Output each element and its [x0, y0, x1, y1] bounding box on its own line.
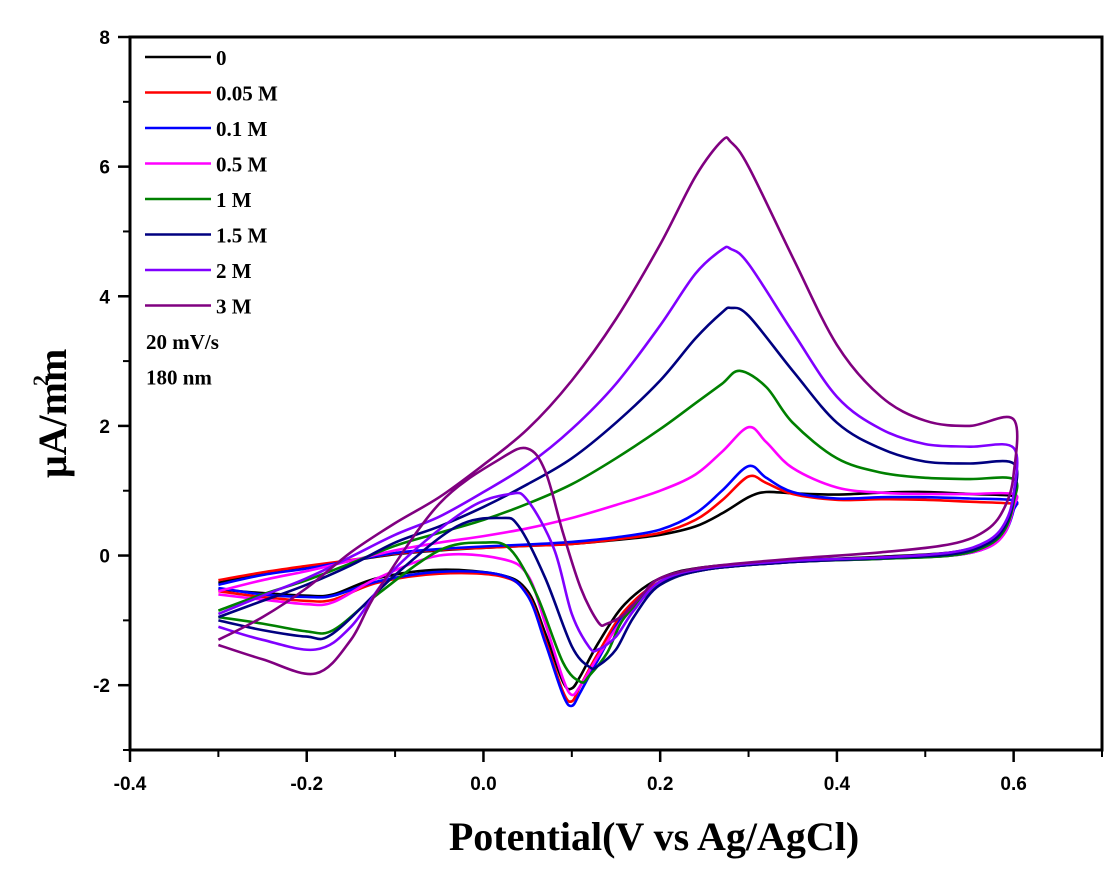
- y-tick-label: 4: [99, 287, 110, 308]
- y-tick-label: 6: [99, 158, 110, 179]
- x-tick-label: 0.6: [1000, 774, 1026, 795]
- series-line-0-1-m: [218, 464, 1019, 708]
- y-tick-label: 0: [99, 547, 110, 568]
- annotation-text: 20 mV/s: [146, 330, 219, 354]
- legend-label: 0.05 M: [216, 82, 278, 106]
- curves-layer: [217, 136, 1019, 708]
- plot-frame: [128, 35, 1104, 752]
- y-tick-label: 2: [99, 417, 110, 438]
- x-tick-label: -0.2: [290, 774, 323, 795]
- x-tick-label: 0.0: [470, 774, 496, 795]
- legend-label: 0.1 M: [216, 117, 268, 141]
- y-axis-title-superscript: 2: [28, 375, 53, 386]
- series-line-0-05-m: [218, 474, 1019, 704]
- legend-label: 3 M: [216, 295, 252, 319]
- legend-label: 0: [216, 46, 227, 70]
- y-axis-ticks: -2 0 2 4 6 8: [93, 28, 130, 751]
- x-tick-label: 0.2: [647, 774, 673, 795]
- annotation-text: 180 nm: [146, 366, 212, 390]
- x-tick-label: 0.4: [824, 774, 851, 795]
- x-axis-ticks: -0.4 -0.2 0.0 0.2 0.4 0.6: [114, 750, 1103, 795]
- series-line-3-m: [217, 136, 1019, 676]
- legend-label: 1 M: [216, 188, 252, 212]
- series-line-2-m: [217, 245, 1019, 653]
- y-tick-label: -2: [93, 676, 110, 697]
- x-tick-label: -0.4: [114, 774, 147, 795]
- legend-label: 1.5 M: [216, 224, 268, 248]
- y-axis-title-group: μA/mm 2: [28, 349, 75, 478]
- legend: 0 0.05 M 0.1 M 0.5 M 1 M 1.5 M 2 M 3 M 20 mV/s 18…: [145, 46, 278, 390]
- series-line-0: [218, 490, 1019, 691]
- legend-label: 2 M: [216, 259, 252, 283]
- legend-label: 0.5 M: [216, 153, 268, 177]
- x-axis-title: Potential(V vs Ag/AgCl): [449, 814, 859, 859]
- y-tick-label: 8: [99, 28, 110, 49]
- y-axis-title: μA/mm: [30, 349, 75, 478]
